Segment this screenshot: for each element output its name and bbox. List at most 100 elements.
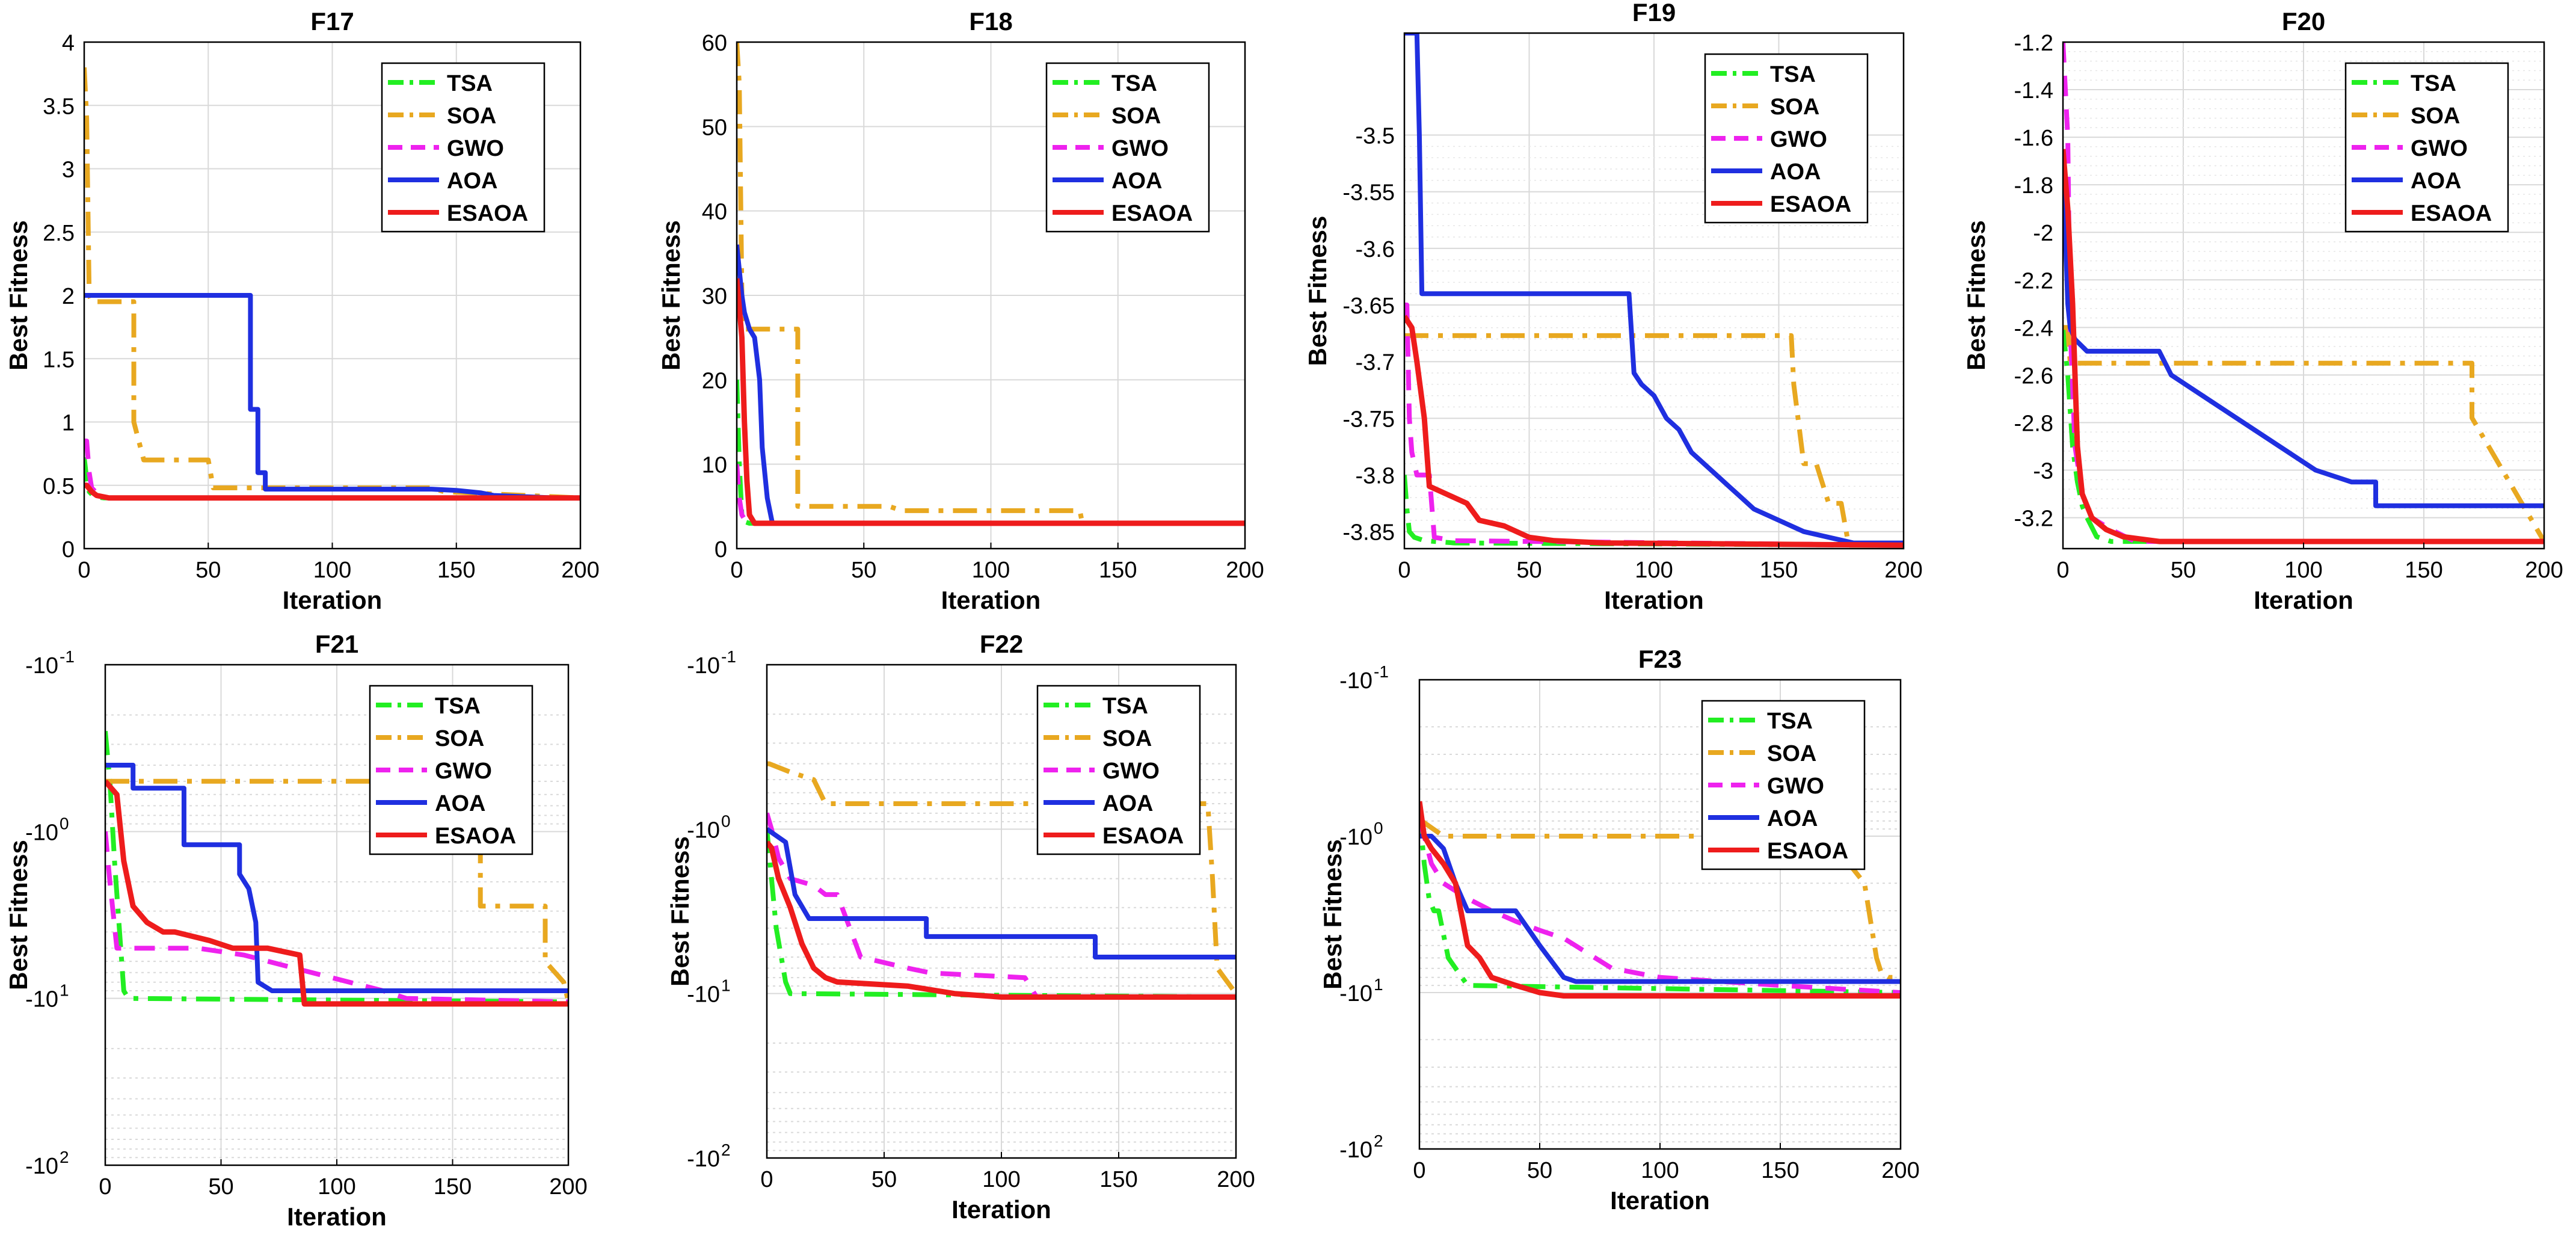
legend-label-gwo: GWO (435, 759, 492, 784)
y-tick-label: 4 (62, 31, 75, 56)
x-tick-label: 100 (1641, 1158, 1679, 1183)
legend: TSA SOA GWO AOA ESAOA (1045, 62, 1210, 233)
series-line-gwo (105, 831, 568, 1005)
x-tick-label: 150 (1099, 558, 1137, 583)
x-tick-label: 150 (1761, 1158, 1799, 1183)
y-tick-label: -10 (1339, 668, 1373, 694)
series-line-aoa (105, 763, 568, 993)
legend-label-gwo: GWO (447, 136, 504, 161)
legend-label-aoa: AOA (1111, 168, 1162, 194)
legend-box (1704, 53, 1869, 224)
y-tick-label: -3.5 (1356, 124, 1395, 149)
y-tick-label: -10 (25, 820, 58, 845)
y-tick-label: 3 (62, 158, 75, 183)
legend-label-gwo: GWO (1770, 127, 1827, 152)
series-line-tsa (105, 731, 568, 1005)
chart-f22: 0 50 100 150 200-10 -1-10 0-10 1-10 2F22Iteratio… (666, 630, 1255, 1224)
y-tick-label: -3.7 (1356, 350, 1395, 375)
y-tick-label: -2.6 (2014, 363, 2053, 389)
y-tick-label: -3 (2033, 459, 2053, 484)
legend-label-esaoa: ESAOA (1770, 192, 1851, 217)
x-tick-label: 100 (972, 558, 1010, 583)
x-tick-label: 0 (730, 558, 743, 583)
y-tick-label: -10 (687, 982, 720, 1008)
y-tick-label: -3.8 (1356, 464, 1395, 489)
legend-label-gwo: GWO (1767, 774, 1824, 799)
y-tick-label: -10 (1339, 825, 1373, 850)
legend-label-esaoa: ESAOA (1102, 824, 1184, 849)
x-tick-label: 100 (982, 1167, 1020, 1192)
x-tick-label: 200 (561, 558, 599, 583)
legend-label-esaoa: ESAOA (2411, 201, 2492, 226)
series-line-esaoa (2063, 149, 2544, 544)
y-tick-label: 2.5 (43, 221, 75, 246)
y-tick-label: -10 (25, 653, 58, 679)
legend-label-tsa: TSA (1111, 71, 1157, 96)
legend-label-aoa: AOA (435, 791, 485, 816)
series-line-esaoa (1404, 315, 1904, 548)
y-tick-exponent: -1 (60, 647, 75, 666)
legend-label-gwo: GWO (2411, 136, 2468, 161)
series-line-tsa (767, 828, 1236, 1000)
y-tick-exponent: 1 (60, 981, 69, 1000)
y-tick-label: -10 (687, 818, 720, 843)
series-line-soa (2063, 325, 2544, 543)
series-line-tsa (84, 457, 580, 500)
legend: TSA SOA GWO AOA ESAOA (1701, 700, 1866, 870)
x-tick-label: 100 (313, 558, 351, 583)
x-tick-label: 50 (208, 1174, 233, 1200)
series-line-aoa (767, 827, 1236, 959)
y-tick-label: -3.6 (1356, 237, 1395, 262)
legend-label-soa: SOA (2411, 103, 2460, 129)
chart-title: F22 (980, 630, 1023, 658)
x-axis-label: Iteration (1604, 586, 1704, 614)
chart-f23: 0 50 100 150 200-10 -1-10 0-10 1-10 2F23Iteratio… (1318, 645, 1920, 1215)
legend-box (1036, 685, 1201, 855)
legend-label-aoa: AOA (1102, 791, 1153, 816)
y-tick-label: -3.85 (1342, 520, 1395, 546)
x-tick-label: 100 (1635, 558, 1673, 583)
y-tick-label: -2.4 (2014, 316, 2053, 341)
x-axis-label: Iteration (1610, 1186, 1710, 1215)
x-tick-label: 200 (1884, 558, 1922, 583)
legend-label-tsa: TSA (2411, 71, 2456, 96)
y-tick-label: 1.5 (43, 347, 75, 372)
x-tick-label: 200 (549, 1174, 587, 1200)
y-tick-label: -3.2 (2014, 507, 2053, 532)
legend-label-tsa: TSA (447, 71, 493, 96)
y-axis-label: Best Fitness (666, 836, 694, 987)
y-tick-exponent: 2 (721, 1141, 731, 1159)
x-tick-label: 0 (99, 1174, 111, 1200)
chart-title: F17 (310, 7, 354, 35)
x-tick-label: 0 (78, 558, 90, 583)
series-line-tsa (1404, 475, 1904, 548)
x-tick-label: 200 (1217, 1167, 1255, 1192)
x-tick-label: 150 (1099, 1167, 1137, 1192)
x-axis-label: Iteration (941, 586, 1041, 614)
x-tick-label: 50 (871, 1167, 897, 1192)
legend-label-aoa: AOA (1770, 159, 1821, 185)
legend-label-soa: SOA (447, 103, 496, 129)
x-tick-label: 50 (851, 558, 876, 583)
series-line-esaoa (1419, 801, 1901, 999)
y-tick-label: -1.4 (2014, 78, 2053, 103)
y-tick-label: -10 (687, 1147, 720, 1172)
y-axis-label: Best Fitness (1318, 839, 1347, 990)
legend-box (2344, 62, 2509, 233)
legend-box (1045, 62, 1210, 233)
legend-label-aoa: AOA (1767, 806, 1818, 831)
y-axis-label: Best Fitness (4, 840, 32, 990)
series-line-gwo (1404, 303, 1904, 548)
chart-title: F23 (1638, 645, 1682, 673)
x-tick-label: 200 (2525, 558, 2563, 583)
series-line-esaoa (105, 779, 568, 1007)
legend: TSA SOA GWO AOA ESAOA (1036, 685, 1201, 855)
series-group (105, 731, 568, 1007)
y-tick-label: -10 (687, 653, 720, 679)
y-tick-label: -3.55 (1342, 180, 1395, 206)
x-tick-label: 50 (2171, 558, 2196, 583)
series-line-esaoa (84, 482, 580, 501)
legend-label-gwo: GWO (1111, 136, 1169, 161)
y-tick-exponent: 0 (60, 814, 69, 833)
